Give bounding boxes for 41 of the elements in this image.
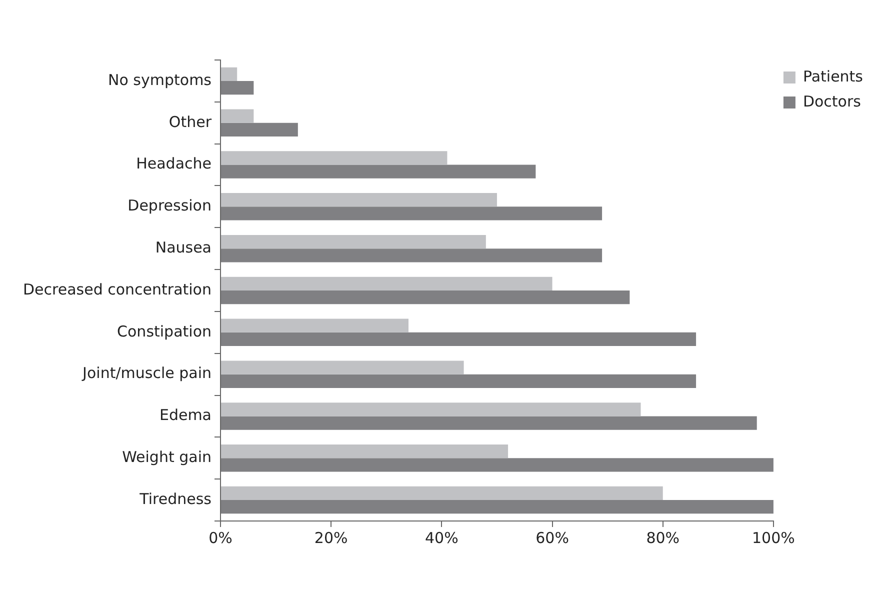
bar	[221, 164, 536, 178]
bar	[221, 360, 464, 374]
bar	[221, 151, 448, 165]
bar	[221, 318, 409, 332]
x-tick-label: 40%	[425, 528, 458, 547]
bar	[221, 234, 486, 249]
legend-label: Patients	[802, 67, 864, 86]
y-tick-label: Constipation	[117, 322, 212, 340]
bar	[221, 374, 696, 388]
bar	[221, 444, 508, 458]
y-tick-label: Headache	[136, 154, 212, 173]
y-tick-label: Decreased concentration	[22, 280, 212, 298]
x-tick-label: 0%	[208, 528, 232, 547]
bar	[221, 402, 641, 416]
y-tick-label: No symptoms	[108, 70, 212, 89]
bar	[221, 248, 602, 262]
y-tick-label: Weight gain	[122, 448, 212, 466]
x-tick-label: 100%	[752, 528, 795, 547]
bar	[221, 206, 602, 220]
bar	[221, 332, 696, 346]
x-tick-label: 20%	[314, 528, 348, 547]
x-tick-label: 80%	[646, 528, 680, 547]
bar	[221, 122, 298, 136]
bar	[221, 458, 774, 472]
bar	[221, 193, 497, 207]
y-tick-label: Nausea	[155, 238, 212, 256]
y-tick-label: Tiredness	[138, 490, 212, 508]
y-tick-label: Depression	[128, 196, 212, 215]
legend-label: Doctors	[802, 92, 862, 110]
y-tick-label: Other	[168, 112, 212, 131]
bar	[221, 486, 663, 500]
bar	[221, 290, 630, 304]
bar	[221, 109, 254, 123]
bar	[221, 500, 774, 514]
bar	[221, 80, 254, 95]
y-tick-label: Edema	[159, 406, 212, 424]
bar	[221, 67, 238, 81]
bar	[221, 416, 757, 430]
y-tick-label: Joint/muscle pain	[82, 364, 212, 382]
bar	[221, 276, 552, 290]
x-tick-label: 60%	[536, 528, 569, 547]
